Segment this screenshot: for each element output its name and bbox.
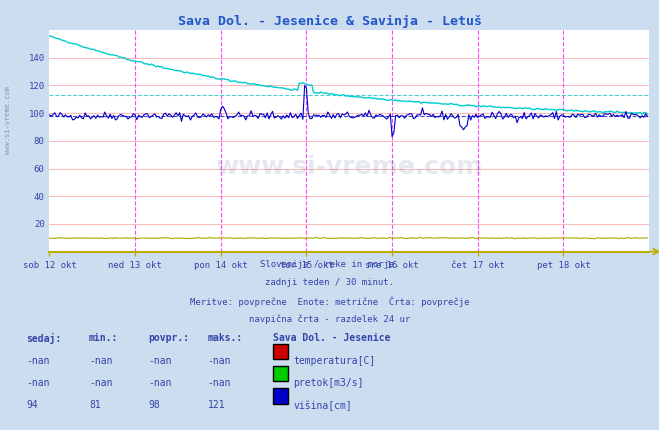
Text: www.si-vreme.com: www.si-vreme.com bbox=[215, 155, 483, 179]
Text: zadnji teden / 30 minut.: zadnji teden / 30 minut. bbox=[265, 278, 394, 287]
Text: pretok[m3/s]: pretok[m3/s] bbox=[293, 378, 364, 388]
Text: -nan: -nan bbox=[26, 356, 50, 365]
Text: sedaj:: sedaj: bbox=[26, 333, 61, 344]
Text: povpr.:: povpr.: bbox=[148, 333, 189, 343]
Text: navpična črta - razdelek 24 ur: navpična črta - razdelek 24 ur bbox=[249, 314, 410, 324]
Text: -nan: -nan bbox=[148, 378, 172, 388]
Text: -nan: -nan bbox=[208, 356, 231, 365]
Text: 94: 94 bbox=[26, 400, 38, 410]
Text: maks.:: maks.: bbox=[208, 333, 243, 343]
Text: -nan: -nan bbox=[89, 378, 113, 388]
Text: -nan: -nan bbox=[148, 356, 172, 365]
Text: -nan: -nan bbox=[26, 378, 50, 388]
Text: temperatura[C]: temperatura[C] bbox=[293, 356, 376, 365]
Text: Sava Dol. - Jesenice: Sava Dol. - Jesenice bbox=[273, 333, 391, 343]
Text: Meritve: povprečne  Enote: metrične  Črta: povprečje: Meritve: povprečne Enote: metrične Črta:… bbox=[190, 296, 469, 307]
Text: Sava Dol. - Jesenice & Savinja - Letuš: Sava Dol. - Jesenice & Savinja - Letuš bbox=[177, 15, 482, 28]
Text: -nan: -nan bbox=[89, 356, 113, 365]
Text: www.si-vreme.com: www.si-vreme.com bbox=[5, 86, 11, 154]
Text: 81: 81 bbox=[89, 400, 101, 410]
Text: 121: 121 bbox=[208, 400, 225, 410]
Text: min.:: min.: bbox=[89, 333, 119, 343]
Text: višina[cm]: višina[cm] bbox=[293, 400, 352, 411]
Text: 98: 98 bbox=[148, 400, 160, 410]
Text: -nan: -nan bbox=[208, 378, 231, 388]
Text: Slovenija / reke in morje.: Slovenija / reke in morje. bbox=[260, 260, 399, 269]
